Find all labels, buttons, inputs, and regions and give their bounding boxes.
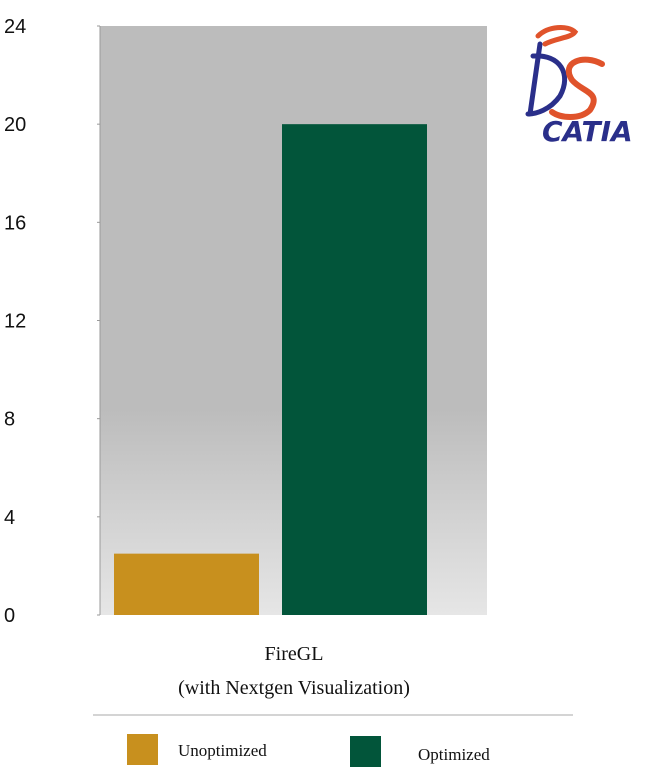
y-tick-label: 12 bbox=[4, 311, 26, 333]
x-tick-label-line: FireGL bbox=[265, 643, 324, 665]
y-tick-label: 4 bbox=[4, 507, 15, 529]
y-axis-ticks: 0 4 8 12 16 20 24 bbox=[4, 16, 100, 627]
catia-logo: CATIA bbox=[525, 25, 633, 148]
ds-logo-swoosh-top bbox=[535, 25, 579, 47]
y-tick-label: 16 bbox=[4, 212, 26, 234]
bar-optimized bbox=[282, 124, 427, 616]
legend-label-unoptimized: Unoptimized bbox=[178, 741, 267, 760]
ds-logo-d-mark bbox=[525, 41, 568, 117]
bar-unoptimized bbox=[114, 553, 259, 615]
y-tick-label: 8 bbox=[4, 409, 15, 431]
y-tick-label: 20 bbox=[4, 114, 26, 136]
y-tick-label: 0 bbox=[4, 605, 15, 627]
y-tick-label: 24 bbox=[4, 16, 26, 38]
ds-logo-s-mark bbox=[549, 56, 605, 120]
x-tick-label-line: (with Nextgen Visualization) bbox=[178, 677, 410, 699]
bars bbox=[114, 124, 427, 616]
x-axis-category-label: FireGL (with Nextgen Visualization) bbox=[178, 643, 410, 699]
legend-label-optimized: Optimized bbox=[418, 745, 490, 764]
legend-swatch-unoptimized bbox=[127, 734, 158, 765]
legend: Unoptimized Optimized bbox=[127, 734, 490, 767]
catia-logo-text: CATIA bbox=[542, 115, 633, 148]
legend-swatch-optimized bbox=[350, 736, 381, 767]
